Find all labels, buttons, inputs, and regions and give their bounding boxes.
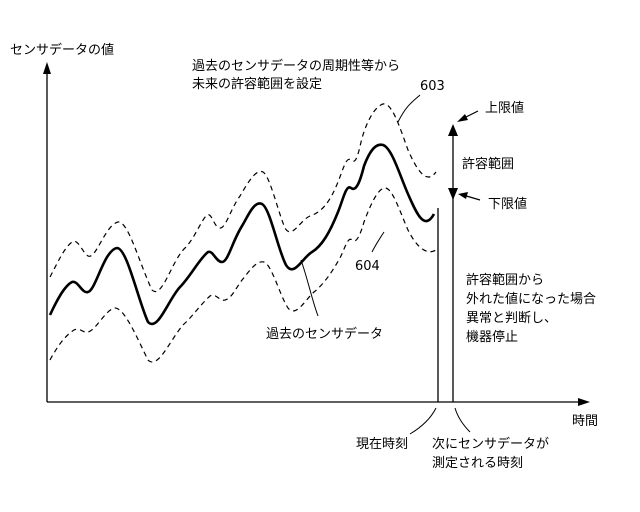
tolerance-range-arrowhead-down bbox=[448, 188, 458, 200]
reference-number-604: 604 bbox=[355, 259, 380, 274]
anomaly-note-line-2: 外れた値になった場合 bbox=[466, 291, 596, 307]
reference-number-603: 603 bbox=[420, 79, 445, 94]
annotation-top-line-1: 過去のセンサデータの周期性等から bbox=[192, 58, 400, 74]
next-measurement-label-line-2: 測定される時刻 bbox=[432, 456, 523, 471]
x-axis-arrowhead bbox=[578, 398, 590, 406]
reference-604-leader bbox=[372, 232, 384, 252]
tolerance-range-label: 許容範囲 bbox=[462, 156, 514, 172]
upper-limit-label: 上限値 bbox=[485, 100, 524, 116]
annotation-top-line-2: 未来の許容範囲を設定 bbox=[192, 76, 322, 92]
y-axis-label: センサデータの値 bbox=[10, 42, 114, 58]
lower-limit-pointer-head bbox=[458, 192, 468, 199]
upper-limit-pointer-head bbox=[457, 114, 468, 122]
x-axis-label: 時間 bbox=[572, 414, 598, 429]
lower-limit-label: 下限値 bbox=[488, 196, 527, 212]
reference-603-leader bbox=[398, 95, 420, 122]
past-sensor-data-line bbox=[50, 145, 434, 324]
current-time-label: 現在時刻 bbox=[356, 437, 408, 452]
y-axis-arrowhead bbox=[43, 62, 51, 74]
anomaly-note-line-1: 許容範囲から bbox=[466, 272, 544, 288]
past-sensor-data-label: 過去のセンサデータ bbox=[266, 326, 383, 342]
past-data-leader bbox=[301, 260, 318, 316]
tolerance-range-arrowhead-up bbox=[448, 124, 458, 136]
next-measurement-label-line-1: 次にセンサデータが bbox=[432, 436, 549, 452]
next-time-leader bbox=[455, 408, 470, 432]
anomaly-note-line-3: 異常と判断し、 bbox=[466, 311, 557, 326]
anomaly-note-line-4: 機器停止 bbox=[466, 329, 518, 345]
current-time-leader bbox=[410, 408, 436, 434]
